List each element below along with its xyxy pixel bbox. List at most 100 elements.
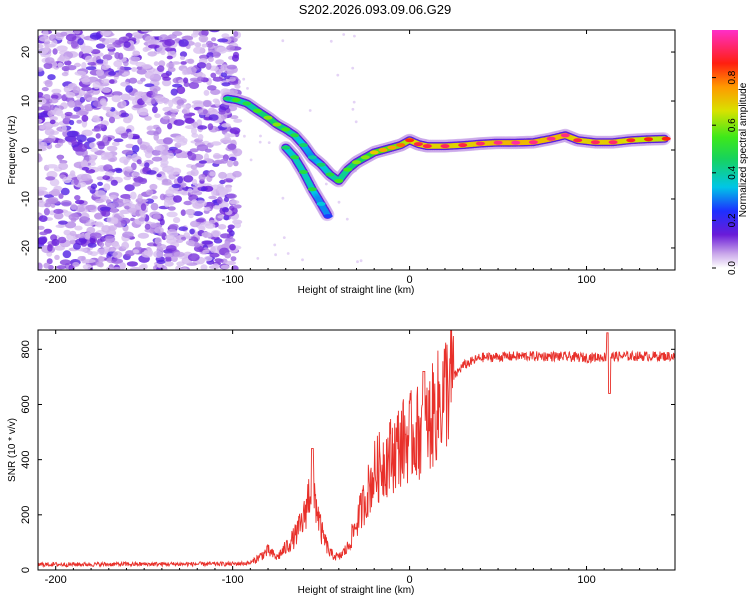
noise-blob	[218, 171, 227, 179]
noise-blob	[110, 179, 118, 186]
noise-blob	[187, 58, 195, 64]
noise-blob	[41, 87, 49, 92]
noise-blob	[75, 238, 87, 245]
noise-blob	[58, 162, 69, 170]
noise-blob	[161, 78, 172, 87]
y-tick-label: 0	[20, 567, 32, 573]
snr-panel: -200 -100 0 100 0 200 400 600 800 Height of str…	[7, 329, 676, 596]
noise-blob	[97, 181, 103, 186]
noise-blob	[198, 160, 207, 164]
y-tick-label: 400	[20, 450, 32, 468]
noise-blob	[66, 65, 77, 71]
noise-blob	[109, 79, 115, 84]
noise-blob	[156, 243, 167, 250]
noise-blob	[62, 250, 72, 259]
noise-blob	[108, 116, 116, 124]
noise-blob	[159, 193, 166, 201]
noise-blob	[203, 255, 213, 262]
noise-blob	[170, 113, 177, 118]
noise-dot	[352, 100, 356, 104]
noise-blob	[92, 81, 101, 90]
noise-blob	[146, 145, 153, 153]
noise-blob	[89, 142, 96, 149]
ridge-point	[378, 148, 388, 152]
noise-blob	[154, 237, 162, 245]
noise-blob	[124, 205, 130, 210]
noise-blob	[44, 202, 52, 208]
noise-dot	[324, 182, 328, 186]
noise-blob	[183, 200, 193, 206]
noise-blob	[38, 97, 47, 105]
noise-blob	[200, 264, 208, 270]
noise-blob	[183, 82, 190, 87]
ridge-point	[440, 144, 450, 149]
noise-blob	[95, 43, 106, 49]
noise-blob	[109, 194, 118, 200]
noise-blob	[202, 249, 210, 254]
noise-blob	[173, 195, 182, 203]
noise-blob	[156, 173, 162, 178]
ridge-point	[626, 138, 636, 143]
noise-blob	[86, 97, 98, 102]
noise-blob	[80, 159, 88, 167]
noise-blob	[233, 118, 243, 123]
noise-blob	[168, 231, 179, 237]
noise-blob	[140, 203, 147, 211]
noise-blob	[218, 188, 229, 196]
noise-blob	[168, 99, 174, 108]
noise-blob	[224, 252, 232, 259]
noise-blob	[230, 256, 237, 262]
ridge-point	[475, 141, 485, 146]
noise-blob	[67, 100, 76, 108]
y-tick-label: 20	[20, 46, 32, 58]
noise-blob	[185, 208, 196, 216]
noise-blob	[108, 51, 115, 55]
ridge-point	[405, 138, 415, 143]
noise-blob	[128, 77, 138, 84]
noise-blob	[43, 62, 53, 69]
noise-blob	[224, 240, 231, 249]
noise-dot	[342, 33, 346, 36]
noise-blob	[38, 225, 45, 230]
noise-blob	[101, 65, 110, 70]
noise-blob	[112, 267, 121, 270]
noise-blob	[181, 267, 188, 270]
noise-blob	[141, 251, 153, 258]
noise-blob	[144, 83, 155, 88]
noise-blob	[58, 193, 64, 199]
noise-blob	[179, 51, 188, 58]
noise-blob	[81, 129, 93, 137]
noise-blob	[74, 225, 83, 231]
noise-blob	[137, 232, 150, 239]
noise-blob	[95, 133, 101, 139]
noise-dot	[356, 260, 359, 264]
noise-dot	[301, 258, 304, 262]
ridge-point	[528, 140, 538, 145]
noise-blob	[45, 176, 56, 181]
colorbar-ticks: 0.0 0.2 0.4 0.6 0.8	[712, 70, 738, 275]
noise-blob	[47, 74, 56, 81]
noise-blob	[144, 223, 151, 230]
noise-blob	[120, 81, 130, 87]
snr-y-ticks: 0 200 400 600 800	[20, 340, 675, 573]
noise-blob	[185, 240, 195, 246]
noise-blob	[178, 226, 188, 231]
ridge-point	[281, 127, 291, 132]
noise-blob	[121, 71, 131, 76]
noise-blob	[81, 114, 89, 122]
y-tick-label: 10	[20, 95, 32, 107]
noise-blob	[189, 148, 199, 153]
noise-blob	[149, 183, 158, 191]
noise-blob	[51, 94, 59, 100]
noise-blob	[157, 65, 165, 72]
noise-blob	[233, 148, 243, 157]
noise-blob	[51, 88, 62, 94]
noise-blob	[136, 159, 142, 165]
chart-title: S202.2026.093.09.06.G29	[299, 2, 452, 17]
noise-blob	[212, 98, 220, 104]
noise-blob	[229, 200, 240, 205]
noise-blob	[196, 62, 207, 69]
noise-blob	[101, 78, 110, 84]
noise-blob	[114, 52, 121, 59]
x-tick-label: 0	[407, 274, 413, 286]
